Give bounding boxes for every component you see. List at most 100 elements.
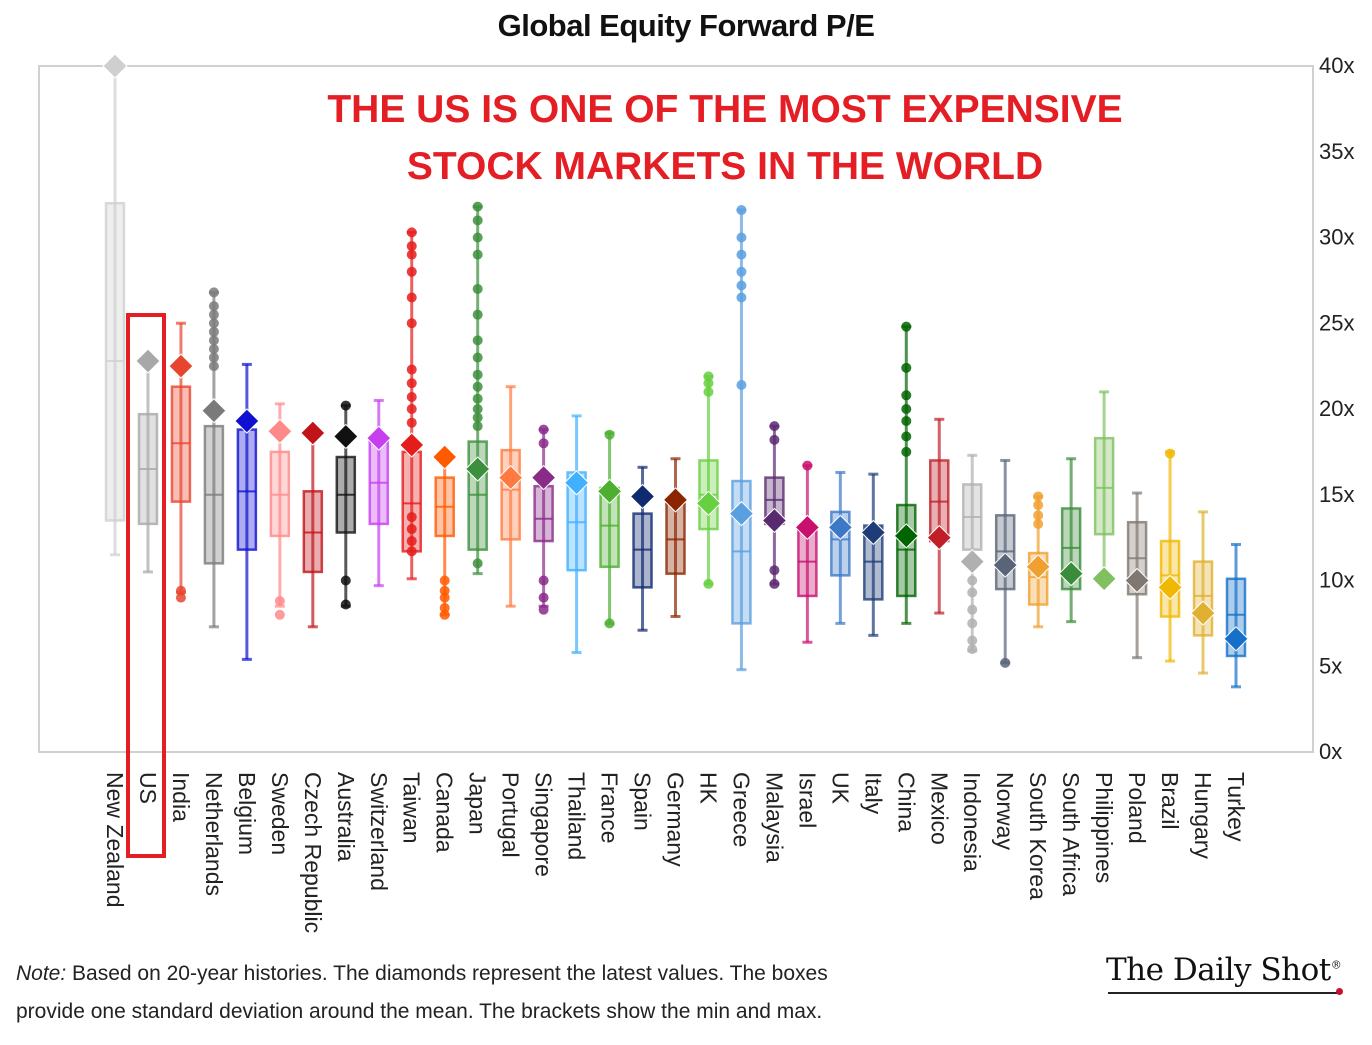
- outlier-france-1: [604, 429, 615, 440]
- outlier-singapore-1: [538, 592, 549, 603]
- series-south-africa: [1058, 457, 1084, 624]
- x-label-sweden: Sweden: [267, 772, 293, 855]
- x-label-spain: Spain: [630, 772, 656, 831]
- x-label-germany: Germany: [663, 772, 689, 867]
- latest-diamond-us: [135, 348, 161, 374]
- x-label-brazil: Brazil: [1157, 772, 1183, 830]
- outlier-china-3: [901, 404, 912, 414]
- outlier-china-1: [901, 431, 912, 442]
- outlier-canada-3: [439, 585, 450, 596]
- x-label-china: China: [893, 772, 919, 832]
- outlier-norway-0: [1000, 657, 1011, 668]
- outlier-japan-13: [472, 215, 483, 226]
- latest-diamond-taiwan: [399, 432, 425, 458]
- outlier-south-korea-1: [1033, 510, 1044, 521]
- y-tick-label-5: 5x: [1319, 653, 1342, 678]
- latest-diamond-japan: [464, 456, 491, 482]
- outlier-taiwan-13: [406, 241, 417, 252]
- outlier-netherlands-3: [208, 335, 219, 346]
- outlier-netherlands-8: [208, 287, 219, 298]
- x-label-singapore: Singapore: [531, 772, 557, 877]
- series-group: [102, 53, 1249, 689]
- series-india: [168, 321, 194, 603]
- latest-diamond-spain: [629, 483, 656, 510]
- y-tick-label-0: 0x: [1319, 739, 1342, 764]
- latest-diamond-poland: [1124, 567, 1150, 594]
- outlier-singapore-0: [538, 604, 549, 615]
- latest-diamond-sweden: [267, 418, 293, 445]
- outlier-indonesia-1: [967, 635, 978, 646]
- outlier-japan-5: [472, 381, 483, 392]
- outlier-south-korea-3: [1033, 491, 1044, 502]
- series-portugal: [497, 385, 524, 608]
- brand-dot: [1336, 988, 1343, 995]
- series-brazil: [1157, 448, 1183, 663]
- outlier-greece-4: [736, 249, 747, 260]
- series-turkey: [1223, 542, 1249, 689]
- latest-diamond-switzerland: [366, 425, 392, 451]
- outlier-greece-1: [736, 292, 747, 303]
- us-highlight-box: [126, 313, 166, 858]
- latest-diamond-israel: [794, 514, 821, 541]
- outlier-japan-6: [472, 369, 483, 380]
- series-france: [596, 429, 623, 629]
- series-poland: [1124, 491, 1150, 660]
- box-singapore: [533, 484, 554, 543]
- outlier-brazil-0: [1165, 448, 1176, 459]
- outlier-south-korea-2: [1033, 500, 1044, 511]
- x-label-poland: Poland: [1124, 772, 1150, 844]
- note-line-1: Note: Based on 20-year histories. The di…: [16, 962, 828, 986]
- x-label-israel: Israel: [794, 772, 820, 828]
- outlier-japan-3: [472, 404, 483, 414]
- brand-logo: The Daily Shot®: [1106, 952, 1342, 988]
- x-label-philippines: Philippines: [1091, 772, 1117, 883]
- series-indonesia: [959, 453, 985, 655]
- outlier-china-4: [901, 390, 912, 401]
- series-italy: [860, 472, 887, 637]
- x-label-india: India: [168, 772, 194, 822]
- outlier-indonesia-4: [967, 587, 978, 598]
- outlier-taiwan-3: [406, 512, 417, 523]
- outlier-japan-12: [472, 232, 483, 243]
- series-spain: [629, 465, 656, 632]
- latest-diamond-new-zealand: [102, 53, 128, 79]
- outlier-indonesia-5: [967, 575, 978, 586]
- y-tick-label-40: 40x: [1319, 53, 1354, 78]
- latest-diamond-italy: [860, 519, 887, 546]
- x-label-turkey: Turkey: [1223, 772, 1249, 842]
- outlier-taiwan-9: [406, 318, 417, 329]
- latest-diamond-hk: [695, 490, 722, 517]
- x-label-malaysia: Malaysia: [761, 772, 787, 863]
- series-greece: [728, 205, 755, 672]
- x-label-norway: Norway: [992, 772, 1018, 850]
- outlier-malaysia-3: [769, 421, 780, 432]
- latest-diamond-australia: [333, 423, 359, 450]
- series-hk: [695, 371, 722, 589]
- outlier-china-6: [901, 321, 912, 332]
- latest-diamond-china: [893, 523, 920, 549]
- outlier-canada-4: [439, 575, 450, 586]
- outlier-taiwan-8: [406, 364, 417, 375]
- outlier-taiwan-2: [406, 524, 417, 535]
- box-switzerland: [368, 436, 390, 526]
- outlier-taiwan-12: [406, 249, 417, 260]
- x-label-portugal: Portugal: [498, 772, 524, 858]
- latest-diamond-indonesia: [959, 548, 985, 575]
- outlier-greece-3: [736, 266, 747, 277]
- outlier-india-0: [175, 592, 186, 603]
- outlier-australia-0: [340, 599, 351, 610]
- note-label: Note:: [16, 962, 67, 985]
- outlier-netherlands-0: [208, 361, 219, 372]
- outlier-australia-1: [340, 575, 351, 586]
- outlier-france-0: [604, 618, 615, 629]
- outlier-taiwan-6: [406, 391, 417, 402]
- outlier-singapore-3: [538, 438, 549, 449]
- series-south-korea: [1025, 491, 1051, 629]
- outlier-japan-9: [472, 309, 483, 320]
- outlier-japan-2: [472, 412, 483, 423]
- series-thailand: [563, 414, 590, 655]
- outlier-netherlands-7: [208, 301, 219, 312]
- latest-diamond-singapore: [530, 464, 557, 491]
- y-tick-label-15: 15x: [1319, 482, 1354, 507]
